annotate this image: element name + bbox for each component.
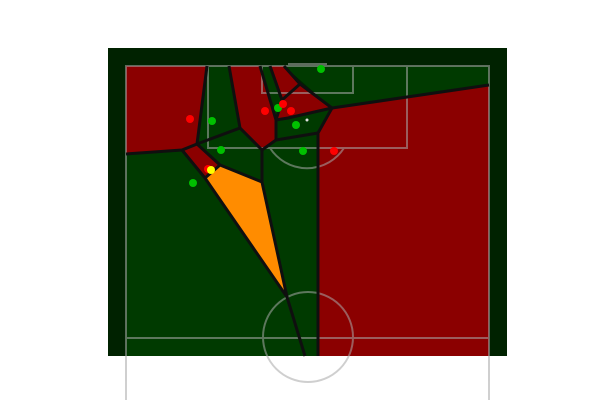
- penalty-arc: [269, 147, 345, 170]
- cell-border: [258, 65, 278, 152]
- team-player: [292, 121, 300, 129]
- team-player: [208, 117, 216, 125]
- opponent-player: [279, 100, 287, 108]
- opponent-cell-top-center-b: [270, 66, 300, 100]
- cell-border: [275, 83, 490, 142]
- opponent-cell-top-center-a: [229, 66, 276, 150]
- cell-border: [195, 142, 222, 167]
- ball: [305, 118, 309, 122]
- highlighted-player: [207, 166, 215, 174]
- cell-border: [180, 149, 307, 357]
- highlighted-cell: [205, 165, 287, 297]
- team-player: [217, 146, 225, 154]
- opponent-cell-top-left: [126, 66, 207, 154]
- cell-border: [125, 65, 209, 156]
- opponent-player: [186, 115, 194, 123]
- team-cell-bottom-left: [126, 150, 305, 356]
- cell-borders: [125, 65, 490, 357]
- team-player: [189, 179, 197, 187]
- pitch-lines: [125, 63, 490, 400]
- team-player: [317, 65, 325, 73]
- team-cell-right-top: [284, 66, 489, 108]
- team-cell-center-strip: [262, 133, 318, 356]
- opponent-player: [287, 107, 295, 115]
- opponent-player: [261, 107, 269, 115]
- opponent-cell-right-wing: [318, 85, 489, 356]
- goal-area: [261, 65, 354, 94]
- opponent-player: [330, 147, 338, 155]
- team-cell-left-mid: [197, 128, 262, 182]
- cell-border: [275, 82, 336, 122]
- center-circle: [262, 291, 354, 383]
- team-player: [299, 147, 307, 155]
- voronoi-cells: [126, 66, 489, 356]
- players: [186, 65, 338, 187]
